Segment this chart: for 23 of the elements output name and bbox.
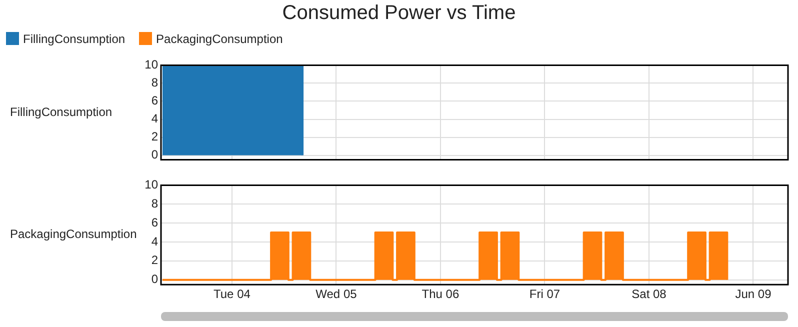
x-tick-label: Jun 09 xyxy=(735,287,772,302)
x-tick-label: Thu 06 xyxy=(422,287,460,302)
legend-label: PackagingConsumption xyxy=(155,32,283,46)
y-tick-label: 10 xyxy=(144,58,158,72)
y-tick-label: 4 xyxy=(151,234,158,248)
y-tick-label: 4 xyxy=(151,112,158,126)
y-axis-title: PackagingConsumption xyxy=(10,227,137,242)
y-tick-label: 10 xyxy=(144,178,158,192)
x-tick-label: Wed 05 xyxy=(316,287,358,302)
chart-title: Consumed Power vs Time xyxy=(281,2,517,25)
y-axis-title: FillingConsumption xyxy=(10,104,112,119)
y-tick-label: 2 xyxy=(151,130,158,144)
x-tick-label: Tue 04 xyxy=(213,287,251,302)
x-tick-label: Sat 08 xyxy=(632,287,667,302)
y-tick-label: 8 xyxy=(151,76,158,90)
y-tick-label: 6 xyxy=(151,94,158,108)
legend-label: FillingConsumption xyxy=(22,32,126,46)
y-tick-label: 8 xyxy=(151,196,158,210)
y-tick-label: 0 xyxy=(151,272,158,286)
y-tick-label: 0 xyxy=(151,148,158,162)
y-tick-label: 6 xyxy=(151,215,158,230)
y-tick-label: 2 xyxy=(151,253,158,268)
x-tick-label: Fri 07 xyxy=(529,287,560,302)
